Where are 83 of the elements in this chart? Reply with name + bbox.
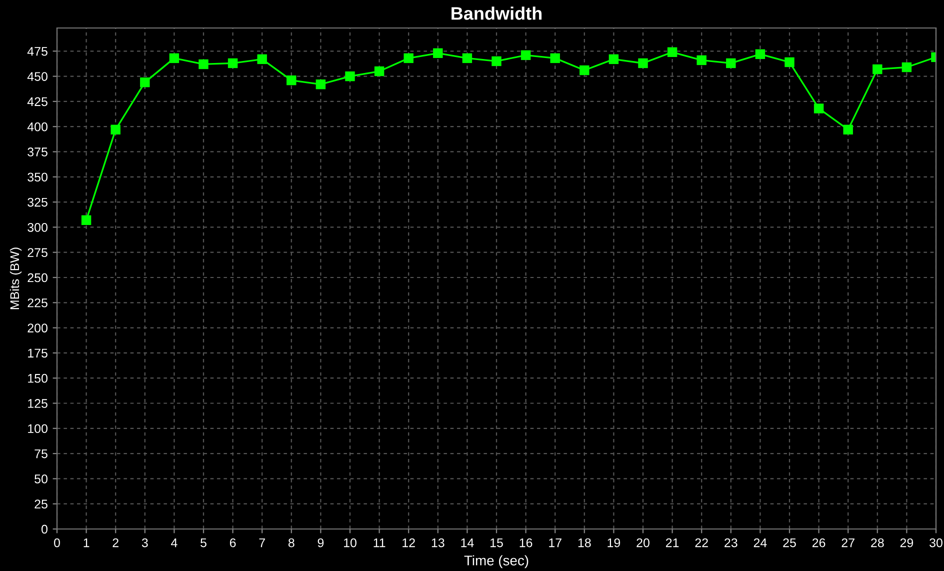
point [81,215,92,226]
x-tick-label: 14 [461,538,474,548]
point [110,124,120,134]
point [902,62,912,72]
y-tick-label: 400 [27,122,48,132]
x-tick-label: 29 [900,538,914,548]
y-tick-label: 300 [28,222,48,232]
y-tick-label: 325 [28,198,48,207]
x-tick-label: 26 [812,538,826,548]
x-tick-label: 8 [288,538,294,548]
point [667,47,678,58]
x-tick-label: 17 [549,538,562,548]
point [345,71,355,82]
x-tick-label: 0 [54,538,60,548]
x-tick-label: 24 [754,538,767,548]
x-tick-label: 9 [318,538,324,548]
x-tick-label: 5 [200,538,206,548]
y-tick-label: 350 [28,172,48,182]
x-tick-label: 6 [230,538,236,548]
point [404,53,414,64]
y-tick-label: 25 [34,500,48,508]
y-tick-label: 75 [34,449,48,458]
point [316,79,326,90]
x-tick-label: 7 [259,538,265,548]
point [374,66,384,76]
point [198,59,208,70]
y-axis-title: MBits (BW) [10,248,22,310]
point [462,53,472,64]
x-tick-label: 22 [695,538,708,548]
x-tick-label: 4 [171,538,178,548]
point [608,54,619,64]
y-tick-label: 425 [27,97,48,106]
x-tick-label: 21 [666,538,679,548]
point [257,54,267,64]
x-tick-label: 10 [344,538,356,548]
point [814,104,824,114]
point [520,50,531,60]
point [433,48,443,58]
y-tick-label: 0 [42,524,48,534]
point [228,58,238,68]
point [550,53,560,64]
x-tick-label: 11 [374,538,386,548]
x-tick-label: 27 [842,538,854,548]
x-tick-label: 23 [724,538,738,548]
x-tick-label: 18 [578,538,591,548]
y-tick-label: 225 [28,298,48,308]
point [726,58,736,68]
x-tick-label: 13 [432,538,444,548]
y-tick-label: 200 [28,324,48,332]
point [696,55,706,66]
y-tick-label: 150 [28,374,48,383]
point [638,58,648,68]
y-tick-label: 250 [28,273,48,282]
x-tick-label: 15 [490,538,503,548]
point [872,64,882,74]
point [286,75,296,86]
point [492,56,502,66]
y-tick-label: 125 [28,399,48,408]
x-tick-label: 2 [112,538,118,548]
point [755,49,766,60]
point [169,53,180,64]
x-axis-title: Time (sec) [464,555,528,568]
x-tick-label: 30 [930,538,942,548]
y-tick-label: 100 [28,424,48,434]
y-tick-label: 275 [28,248,48,257]
point [843,124,853,134]
y-tick-label: 175 [28,348,48,358]
y-tick-label: 450 [27,72,48,81]
chart-title: Bandwidth [452,6,542,20]
point [784,57,794,68]
x-tick-label: 25 [783,538,796,548]
x-tick-label: 19 [608,538,620,548]
x-tick-label: 3 [142,538,148,548]
point [580,65,590,76]
y-tick-label: 50 [34,474,48,484]
y-tick-label: 375 [28,148,48,156]
x-tick-label: 20 [636,538,650,548]
x-tick-label: 12 [402,538,415,548]
x-tick-label: 28 [871,538,884,548]
x-tick-label: 16 [520,538,532,548]
x-tick-label: 1 [84,538,90,548]
point [140,77,150,88]
y-tick-label: 475 [27,47,48,56]
